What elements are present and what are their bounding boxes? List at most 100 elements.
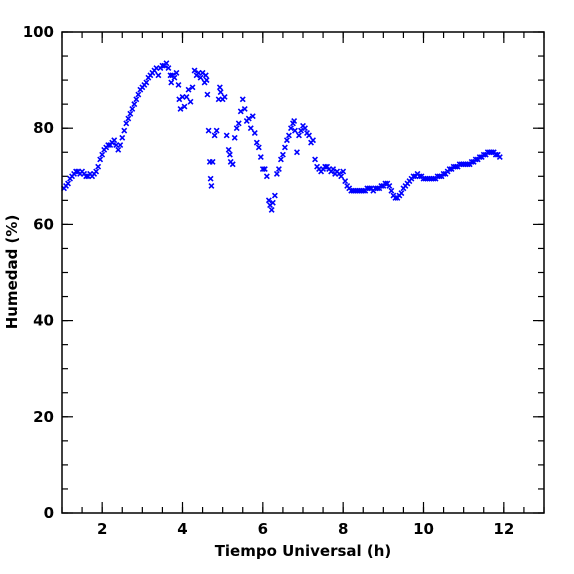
data-point: [115, 146, 122, 153]
data-point: [268, 207, 275, 213]
data-point: [302, 125, 308, 132]
data-point: [306, 132, 312, 139]
data-point: [279, 151, 286, 158]
data-point: [131, 101, 138, 108]
data-point: [298, 127, 304, 134]
data-point: [143, 79, 150, 86]
data-point: [269, 199, 276, 206]
data-point: [235, 120, 242, 127]
data-point: [488, 149, 495, 156]
data-point: [386, 182, 393, 189]
data-point: [263, 173, 270, 180]
data-point: [452, 163, 459, 170]
data-point: [392, 194, 399, 201]
data-point: [216, 84, 223, 91]
data-point: [446, 166, 453, 173]
data-point: [496, 154, 503, 161]
data-point: [310, 137, 317, 144]
data-point: [129, 105, 136, 112]
data-point: [65, 180, 71, 187]
data-point: [203, 77, 210, 84]
data-point: [133, 96, 140, 103]
data-point: [430, 175, 437, 182]
data-point: [292, 127, 298, 134]
data-point: [111, 137, 118, 144]
data-point: [168, 79, 175, 86]
y-tick-label: 20: [33, 408, 54, 426]
data-point: [472, 156, 479, 163]
data-point: [119, 134, 126, 141]
data-point: [245, 115, 252, 122]
data-point: [175, 81, 182, 88]
data-point: [287, 125, 294, 132]
data-point: [183, 93, 190, 100]
data-point: [171, 74, 178, 81]
data-point: [165, 65, 172, 72]
data-point: [342, 178, 349, 185]
data-point: [322, 163, 329, 170]
x-tick-label: 8: [338, 520, 348, 538]
data-point: [121, 127, 128, 134]
data-point: [340, 168, 347, 175]
data-point: [83, 173, 90, 180]
data-point: [251, 130, 258, 136]
data-point: [105, 142, 112, 149]
data-point: [464, 161, 471, 168]
data-point: [285, 132, 292, 139]
data-point: [249, 113, 256, 120]
data-point: [205, 127, 212, 134]
data-point: [208, 182, 215, 189]
x-tick-labels: 2 4 6 8 10 12: [97, 520, 514, 538]
data-point: [237, 108, 244, 115]
plot-frame: [61, 31, 545, 514]
y-tick-label: 60: [33, 215, 54, 233]
x-tick-label: 4: [177, 520, 187, 538]
data-point: [273, 170, 280, 177]
data-point: [239, 96, 246, 103]
data-point: [213, 127, 220, 134]
data-point: [204, 91, 211, 98]
data-point: [233, 125, 240, 132]
data-point: [229, 161, 236, 168]
data-point: [261, 166, 268, 173]
y-tick-label: 40: [33, 312, 54, 330]
data-point: [191, 67, 198, 74]
data-point: [97, 156, 104, 163]
data-point: [257, 154, 264, 161]
data-point: [209, 158, 216, 165]
data-point: [202, 72, 209, 79]
x-tick-label: 2: [97, 520, 107, 538]
data-point: [283, 137, 290, 144]
x-tick-label: 12: [493, 520, 514, 538]
data-point: [221, 93, 228, 100]
data-point: [468, 158, 475, 165]
data-point: [275, 166, 282, 173]
data-point: [294, 149, 300, 156]
data-point: [374, 185, 381, 192]
data-point: [440, 170, 447, 177]
data-point: [231, 134, 238, 141]
data-point: [185, 86, 192, 93]
data-point: [330, 166, 337, 173]
data-point: [291, 118, 298, 124]
data-point: [271, 192, 278, 199]
x-tick-label: 6: [258, 520, 268, 538]
data-point: [127, 110, 134, 117]
data-point: [296, 132, 302, 139]
x-axis-title: Tiempo Universal (h): [215, 542, 392, 560]
data-point: [135, 91, 142, 98]
data-point: [476, 154, 483, 161]
y-tick-label: 100: [23, 23, 54, 41]
data-point: [226, 151, 233, 158]
data-point: [207, 175, 214, 182]
data-point: [117, 142, 124, 149]
y-axis-title: Humedad (%): [3, 215, 21, 330]
data-point: [187, 98, 194, 105]
data-point: [217, 89, 224, 96]
data-point: [398, 190, 405, 197]
data-point: [410, 173, 417, 180]
data-point: [173, 69, 180, 76]
data-point: [360, 187, 367, 194]
data-point: [93, 168, 100, 175]
